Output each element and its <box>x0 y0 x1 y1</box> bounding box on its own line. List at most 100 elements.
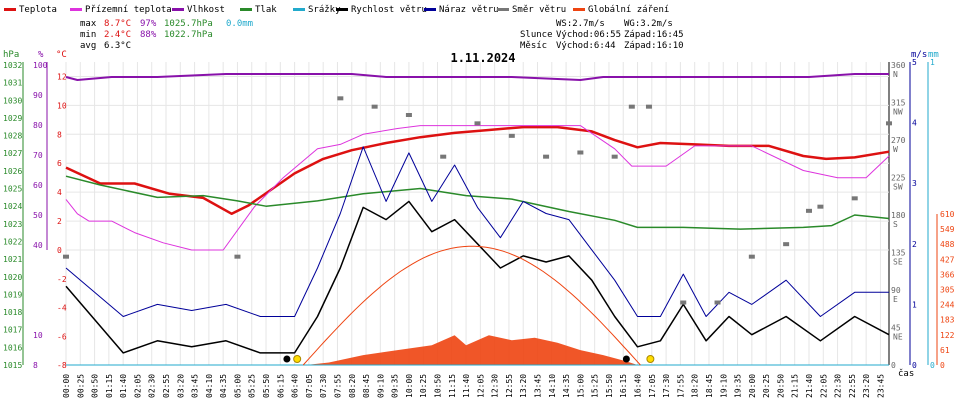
rad-tick-3: 427 <box>940 255 955 264</box>
x-tick-label-8: 03:20 <box>176 374 185 398</box>
rad-tick-9: 61 <box>940 346 950 355</box>
x-tick-label-16: 06:40 <box>291 374 300 398</box>
direction-point-3 <box>371 104 378 109</box>
x-tick-label-53: 22:05 <box>819 374 828 398</box>
series-radiation-area <box>66 335 889 365</box>
info-moon-label: Měsíc <box>520 41 547 51</box>
humidity-tick-1: 90 <box>33 91 43 100</box>
x-tick-label-55: 22:55 <box>848 374 857 398</box>
dir-label-7: NE <box>893 333 903 342</box>
legend-swatch-4 <box>293 8 305 11</box>
x-tick-label-21: 08:45 <box>362 374 371 398</box>
pressure-tick-10: 1022 <box>3 237 22 246</box>
x-tick-label-33: 13:45 <box>534 374 543 398</box>
legend-swatch-2 <box>172 8 184 11</box>
pressure-tick-4: 1028 <box>3 132 22 141</box>
x-tick-label-7: 02:55 <box>162 374 171 398</box>
direction-point-19 <box>851 196 858 201</box>
legend-swatch-0 <box>4 8 16 11</box>
legend-label-0: Teplota <box>19 5 57 15</box>
plot-area <box>63 73 892 366</box>
dir-label-1: NW <box>893 108 903 117</box>
dir-label-2: W <box>893 145 898 154</box>
moonset-icon <box>622 355 630 363</box>
temp-tick-1: 10 <box>57 101 67 110</box>
legend-label-2: Vlhkost <box>187 5 225 15</box>
direction-point-11 <box>628 104 635 109</box>
humidity-tick-2: 80 <box>33 121 43 130</box>
sun-arc <box>302 245 641 366</box>
direction-point-14 <box>714 300 721 305</box>
pressure-tick-15: 1017 <box>3 326 22 335</box>
x-tick-label-1: 00:25 <box>76 374 85 398</box>
unit-pct: % <box>38 50 44 60</box>
x-tick-label-56: 23:20 <box>862 374 871 398</box>
gust-tick-1: 8 <box>33 361 38 370</box>
x-tick-label-13: 05:25 <box>248 374 257 398</box>
direction-point-4 <box>405 113 412 117</box>
x-tick-label-48: 20:00 <box>748 374 757 398</box>
x-tick-label-51: 21:15 <box>791 374 800 398</box>
x-tick-label-15: 06:15 <box>276 374 285 398</box>
x-tick-label-31: 12:55 <box>505 374 514 398</box>
x-tick-label-32: 13:20 <box>519 374 528 398</box>
dir-label-6: E <box>893 295 898 304</box>
x-tick-label-2: 00:50 <box>91 374 100 398</box>
pressure-tick-9: 1023 <box>3 220 22 229</box>
rad-tick-1: 549 <box>940 225 955 234</box>
mm-tick-1: 0 <box>930 361 935 370</box>
stats-row-min-press: 1022.7hPa <box>164 30 213 40</box>
ms-tick-5: 0 <box>912 361 917 370</box>
dir-tick-8: 0 <box>891 361 896 370</box>
temp-tick-5: 2 <box>57 217 62 226</box>
dir-tick-1: 315 <box>891 99 906 108</box>
x-tick-label-26: 10:50 <box>433 374 442 398</box>
sunrise-icon <box>293 355 302 363</box>
direction-point-1 <box>234 254 241 259</box>
ms-tick-3: 2 <box>912 240 917 249</box>
stats-row-min-label: min <box>80 30 96 40</box>
x-tick-label-18: 07:30 <box>319 374 328 398</box>
series-line-0 <box>65 125 890 216</box>
legend-label-7: Směr větru <box>512 5 566 15</box>
gust-tick-0: 10 <box>33 331 43 340</box>
x-tick-label-42: 17:30 <box>662 374 671 398</box>
info-moon-set: Západ:16:10 <box>624 41 684 51</box>
x-tick-label-11: 04:35 <box>219 374 228 398</box>
unit-hpa: hPa <box>3 50 19 60</box>
x-tick-label-0: 00:00 <box>62 374 71 398</box>
dir-tick-7: 45 <box>891 324 901 333</box>
x-tick-label-27: 11:15 <box>448 374 457 398</box>
x-tick-label-25: 10:25 <box>419 374 428 398</box>
pressure-tick-17: 1015 <box>3 361 22 370</box>
x-tick-label-10: 04:10 <box>205 374 214 398</box>
stats-row-min-hum: 88% <box>140 30 157 40</box>
pressure-tick-2: 1030 <box>3 96 22 105</box>
moonrise-icon <box>283 355 291 363</box>
dir-label-5: SE <box>893 258 903 267</box>
pressure-tick-6: 1026 <box>3 167 22 176</box>
unit-ms: m/s <box>911 50 927 60</box>
stats-row-max-hum: 97% <box>140 19 157 29</box>
x-tick-label-57: 23:45 <box>876 374 885 398</box>
wind-tick-3: -8 <box>57 361 67 370</box>
legend-label-8: Globální záření <box>588 5 669 15</box>
stats-row-max-label: max <box>80 19 97 29</box>
info-block: WS:2.7m/s WG:3.2m/s Slunce Východ:06:55 … <box>520 19 684 51</box>
x-axis-label: čas <box>898 368 914 379</box>
sunset-icon <box>646 355 655 363</box>
legend-swatch-1 <box>70 8 82 11</box>
rad-tick-0: 610 <box>940 210 955 219</box>
rad-tick-7: 183 <box>940 316 955 325</box>
legend-label-1: Přízemní teplota <box>85 5 172 15</box>
direction-point-15 <box>748 254 755 259</box>
info-moon-rise: Východ:6:44 <box>556 41 616 51</box>
x-tick-label-4: 01:40 <box>119 374 128 398</box>
x-tick-label-50: 20:50 <box>776 374 785 398</box>
dir-label-3: SW <box>893 183 903 192</box>
direction-point-16 <box>783 242 790 247</box>
rad-tick-6: 244 <box>940 301 955 310</box>
stats-row-max-press: 1025.7hPa <box>164 19 213 29</box>
humidity-tick-6: 40 <box>33 241 43 250</box>
